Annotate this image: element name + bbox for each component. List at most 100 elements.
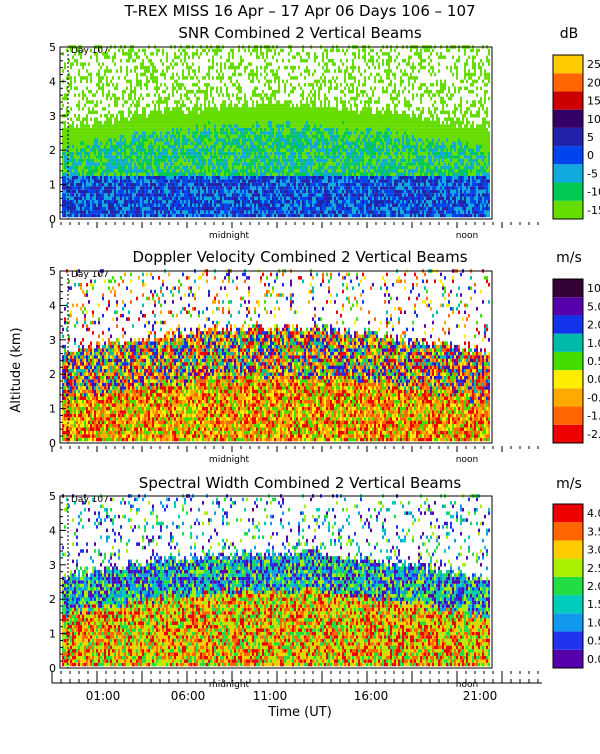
heat-cell xyxy=(222,138,224,142)
heat-cell xyxy=(138,213,140,218)
heat-cell xyxy=(126,58,128,63)
heat-cell xyxy=(162,141,164,146)
heat-cell xyxy=(232,120,234,125)
heat-cell xyxy=(84,131,86,135)
heat-cell xyxy=(202,193,204,197)
heat-cell xyxy=(244,169,246,173)
heat-cell xyxy=(182,196,184,201)
heat-cell xyxy=(152,52,154,56)
heat-cell xyxy=(228,93,230,97)
heat-cell xyxy=(84,141,86,146)
heat-cell xyxy=(218,193,220,197)
heat-cell xyxy=(274,141,276,146)
heat-cell xyxy=(322,65,324,70)
heat-cell xyxy=(72,213,74,218)
heat-cell xyxy=(256,72,258,77)
heat-cell xyxy=(162,210,164,214)
heat-cell xyxy=(86,200,88,204)
heat-cell xyxy=(72,124,74,128)
heat-cell xyxy=(182,141,184,146)
heat-cell xyxy=(122,182,124,187)
heat-cell xyxy=(146,141,148,146)
heat-cell xyxy=(322,134,324,139)
heat-cell xyxy=(234,213,236,218)
heat-cell xyxy=(206,52,208,56)
heat-cell xyxy=(250,148,252,152)
heat-cell xyxy=(312,162,314,166)
heat-cell xyxy=(238,148,240,152)
heat-cell xyxy=(184,127,186,132)
heat-cell xyxy=(188,117,190,121)
heat-cell xyxy=(194,141,196,146)
heat-cell xyxy=(82,117,84,121)
heat-cell xyxy=(130,155,132,159)
heat-cell xyxy=(76,144,78,149)
heat-cell xyxy=(232,155,234,159)
heat-cell xyxy=(210,182,212,187)
heat-cell xyxy=(132,117,134,121)
heat-cell xyxy=(86,69,88,73)
heat-cell xyxy=(188,120,190,125)
heat-cell xyxy=(130,210,132,214)
heat-cell xyxy=(222,120,224,125)
heat-cell xyxy=(94,196,96,201)
heat-cell xyxy=(120,182,122,187)
heat-cell xyxy=(68,124,70,128)
heat-cell xyxy=(190,76,192,80)
heat-cell xyxy=(234,65,236,70)
heat-cell xyxy=(252,131,254,135)
heat-cell xyxy=(82,141,84,146)
heat-cell xyxy=(92,172,94,176)
heat-cell xyxy=(184,48,186,53)
heat-cell xyxy=(70,206,72,211)
heat-cell xyxy=(208,186,210,190)
heat-cell xyxy=(76,203,78,207)
heat-cell xyxy=(206,141,208,146)
heat-cell xyxy=(218,124,220,128)
heat-cell xyxy=(254,162,256,166)
heat-cell xyxy=(264,69,266,73)
heat-cell xyxy=(268,100,270,104)
heat-cell xyxy=(252,148,254,152)
heat-cell xyxy=(144,162,146,166)
heat-cell xyxy=(106,175,108,180)
heat-cell xyxy=(154,120,156,125)
heat-cell xyxy=(82,175,84,180)
heat-cell xyxy=(192,203,194,207)
heat-cell xyxy=(126,196,128,201)
heat-cell xyxy=(200,162,202,166)
heat-cell xyxy=(222,114,224,118)
heat-cell xyxy=(70,127,72,132)
heat-cell xyxy=(200,193,202,197)
heat-cell xyxy=(66,148,68,152)
heat-cell xyxy=(168,110,170,115)
heat-cell xyxy=(240,72,242,77)
heat-cell xyxy=(208,100,210,104)
heat-cell xyxy=(236,172,238,176)
heat-cell xyxy=(124,52,126,56)
heat-cell xyxy=(184,124,186,128)
heat-cell xyxy=(138,131,140,135)
heat-cell xyxy=(242,213,244,218)
heat-cell xyxy=(100,165,102,170)
heat-cell xyxy=(296,76,298,80)
heat-cell xyxy=(100,179,102,183)
heat-cell xyxy=(154,134,156,139)
heat-cell xyxy=(126,158,128,163)
heat-cell xyxy=(260,72,262,77)
heat-cell xyxy=(212,165,214,170)
heat-cell xyxy=(150,58,152,63)
heat-cell xyxy=(156,196,158,201)
heat-cell xyxy=(294,203,296,207)
heat-cell xyxy=(278,83,280,87)
heat-cell xyxy=(302,203,304,207)
heat-cell xyxy=(176,186,178,190)
heat-cell xyxy=(128,193,130,197)
heat-cell xyxy=(78,100,80,104)
heat-cell xyxy=(306,210,308,214)
heat-cell xyxy=(112,206,114,211)
heat-cell xyxy=(174,144,176,149)
heat-cell xyxy=(286,210,288,214)
heat-cell xyxy=(108,144,110,149)
heat-cell xyxy=(104,151,106,156)
